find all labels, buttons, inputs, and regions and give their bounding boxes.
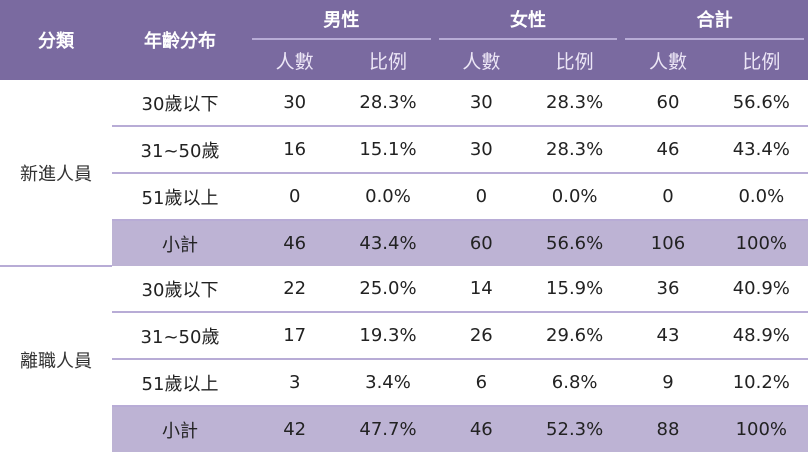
count-cell: 14 — [434, 266, 528, 313]
count-cell: 26 — [434, 312, 528, 360]
count-cell: 60 — [434, 220, 528, 266]
ratio-cell: 15.1% — [341, 126, 435, 174]
subheader-ratio: 比例 — [527, 40, 622, 80]
ratio-cell: 0.0% — [527, 173, 622, 221]
ratio-cell: 10.2% — [714, 359, 808, 407]
table-row: 31~50歲 16 15.1% 30 28.3% 46 43.4% — [0, 126, 808, 174]
subheader-count: 人數 — [248, 40, 342, 80]
ratio-cell: 15.9% — [527, 266, 622, 313]
ratio-cell: 0.0% — [714, 173, 808, 221]
table-row: 離職人員 30歲以下 22 25.0% 14 15.9% 36 40.9% — [0, 266, 808, 372]
count-cell: 30 — [434, 80, 528, 127]
table-row: 新進人員 30歲以下 30 28.3% 30 28.3% 60 56.6% — [0, 80, 808, 267]
ratio-cell: 100% — [714, 406, 808, 452]
age-cell: 31~50歲 — [112, 312, 248, 360]
age-cell: 51歲以上 — [112, 359, 248, 407]
count-cell: 22 — [248, 266, 342, 313]
ratio-cell: 56.6% — [527, 220, 622, 266]
ratio-cell: 28.3% — [341, 80, 435, 127]
count-cell: 0 — [621, 173, 715, 221]
header-female: 女性 — [434, 0, 622, 40]
ratio-cell: 19.3% — [341, 312, 435, 360]
ratio-cell: 48.9% — [714, 312, 808, 360]
count-cell: 106 — [621, 220, 715, 266]
count-cell: 16 — [248, 126, 342, 174]
count-cell: 0 — [248, 173, 342, 221]
count-cell: 60 — [621, 80, 715, 127]
age-cell: 30歲以下 — [112, 266, 248, 313]
ratio-cell: 52.3% — [527, 406, 622, 452]
ratio-cell: 25.0% — [341, 266, 435, 313]
count-cell: 43 — [621, 312, 715, 360]
ratio-cell: 47.7% — [341, 406, 435, 452]
count-cell: 9 — [621, 359, 715, 407]
subheader-count: 人數 — [434, 40, 528, 80]
age-cell: 30歲以下 — [112, 80, 248, 127]
ratio-cell: 28.3% — [527, 80, 622, 127]
subtotal-row: 小計 42 47.7% 46 52.3% 88 100% — [0, 406, 808, 452]
count-cell: 46 — [248, 220, 342, 266]
subheader-ratio: 比例 — [341, 40, 435, 80]
count-cell: 17 — [248, 312, 342, 360]
count-cell: 42 — [248, 406, 342, 452]
category-cell: 新進人員 — [0, 80, 112, 267]
count-cell: 46 — [434, 406, 528, 452]
count-cell: 88 — [621, 406, 715, 452]
table-row: 51歲以上 3 3.4% 6 6.8% 9 10.2% — [0, 359, 808, 407]
ratio-cell: 0.0% — [341, 173, 435, 221]
age-cell: 31~50歲 — [112, 126, 248, 174]
count-cell: 3 — [248, 359, 342, 407]
category-cell: 離職人員 — [20, 350, 92, 372]
subheader-ratio: 比例 — [714, 40, 808, 80]
ratio-cell: 3.4% — [341, 359, 435, 407]
count-cell: 30 — [434, 126, 528, 174]
ratio-cell: 43.4% — [714, 126, 808, 174]
ratio-cell: 56.6% — [714, 80, 808, 127]
ratio-cell: 100% — [714, 220, 808, 266]
ratio-cell: 29.6% — [527, 312, 622, 360]
subtotal-row: 小計 46 43.4% 60 56.6% 106 100% — [0, 220, 808, 266]
header-age: 年齡分布 — [112, 0, 248, 80]
count-cell: 46 — [621, 126, 715, 174]
age-cell: 小計 — [112, 220, 248, 266]
ratio-cell: 6.8% — [527, 359, 622, 407]
ratio-cell: 28.3% — [527, 126, 622, 174]
table-row: 31~50歲 17 19.3% 26 29.6% 43 48.9% — [0, 312, 808, 360]
count-cell: 30 — [248, 80, 342, 127]
count-cell: 6 — [434, 359, 528, 407]
header-category: 分類 — [0, 0, 112, 80]
count-cell: 0 — [434, 173, 528, 221]
header-total: 合計 — [621, 0, 808, 40]
section-2: 離職人員 30歲以下 22 25.0% 14 15.9% 36 40.9% 31~50歲 17 19… — [0, 266, 808, 452]
ratio-cell: 40.9% — [714, 266, 808, 313]
ratio-cell: 43.4% — [341, 220, 435, 266]
age-cell: 51歲以上 — [112, 173, 248, 221]
table-row: 51歲以上 0 0.0% 0 0.0% 0 0.0% — [0, 173, 808, 221]
section-1: 新進人員 30歲以下 30 28.3% 30 28.3% 60 56.6% 31~50歲 16 15… — [0, 80, 808, 267]
subheader-count: 人數 — [621, 40, 715, 80]
age-cell: 小計 — [112, 406, 248, 452]
count-cell: 36 — [621, 266, 715, 313]
header-male: 男性 — [248, 0, 435, 40]
